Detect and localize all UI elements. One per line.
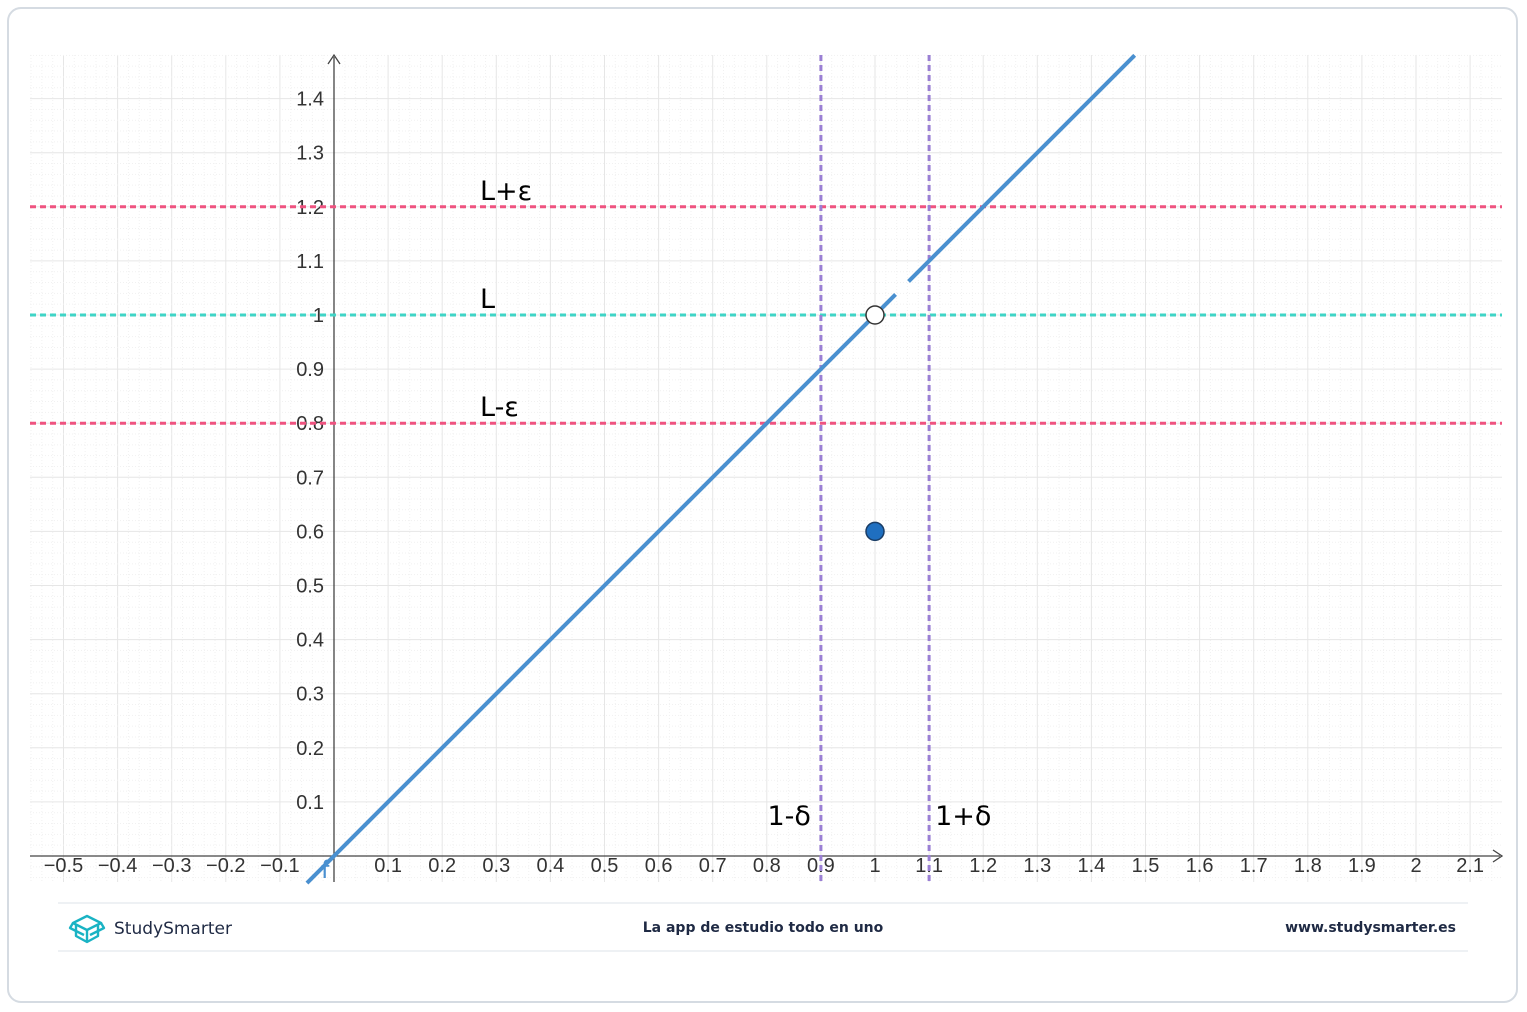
y-tick-label: 0.1 (296, 792, 324, 814)
x-tick-label: 1.5 (1132, 855, 1160, 877)
y-tick-label: 0.6 (296, 521, 324, 543)
x-tick-label: −0.2 (206, 855, 245, 877)
y-axis-arrow (327, 53, 341, 65)
chart-annotations (865, 305, 885, 542)
y-tick-label: 1.1 (296, 251, 324, 273)
x-tick-label: −0.4 (98, 855, 137, 877)
x-tick-label: 0.1 (374, 855, 402, 877)
vertical-line-label: 1-δ (767, 801, 810, 832)
function-line-segment (305, 293, 897, 885)
chart-horizontal-lines: L+ε L L-ε (30, 176, 1502, 425)
x-tick-label: 1.3 (1023, 855, 1051, 877)
x-tick-label: 0.8 (753, 855, 781, 877)
filled-point (865, 521, 885, 542)
x-tick-label: 0.5 (591, 855, 619, 877)
open-box-icon (68, 914, 106, 944)
x-tick-label: 0.3 (482, 855, 510, 877)
vertical-line-label: 1+δ (935, 801, 991, 832)
x-tick-label: 0.2 (428, 855, 456, 877)
x-tick-label: 0.4 (536, 855, 564, 877)
chart-vertical-lines: 1-δ 1+δ (767, 55, 991, 882)
horizontal-line-label: L+ε (480, 176, 532, 207)
chart-card (7, 7, 1518, 1003)
chart-function: f (305, 53, 1137, 885)
footer-tagline: La app de estudio todo en uno (642, 920, 884, 936)
x-tick-label: 1 (869, 855, 880, 877)
y-tick-label: 0.5 (296, 576, 324, 598)
x-tick-label: 0.7 (699, 855, 727, 877)
x-tick-label: 0.6 (645, 855, 673, 877)
chart-axes (30, 53, 1504, 882)
y-tick-label: 0.9 (296, 359, 324, 381)
footer-url[interactable]: www.studysmarter.es (1285, 920, 1456, 936)
y-tick-label: 1 (313, 305, 324, 327)
x-tick-label: 1.7 (1240, 855, 1268, 877)
y-tick-label: 0.2 (296, 738, 324, 760)
x-tick-label: −0.5 (44, 855, 83, 877)
y-tick-label: 1.3 (296, 143, 324, 165)
y-tick-label: 0.3 (296, 684, 324, 706)
x-tick-label: 2.1 (1456, 855, 1484, 877)
x-tick-label: 2 (1410, 855, 1421, 877)
horizontal-line-label: L-ε (480, 392, 519, 423)
x-tick-label: 1.9 (1348, 855, 1376, 877)
function-line-segment (907, 53, 1137, 283)
x-tick-label: 1.6 (1186, 855, 1214, 877)
x-axis-arrow (1492, 849, 1504, 863)
x-tick-label: −0.3 (152, 855, 191, 877)
horizontal-line-label: L (480, 284, 495, 315)
footer-bar: StudySmarter La app de estudio todo en u… (58, 902, 1468, 952)
function-label: f (321, 856, 330, 884)
brand[interactable]: StudySmarter (68, 912, 232, 946)
brand-name: StudySmarter (114, 919, 232, 939)
x-tick-label: 1.8 (1294, 855, 1322, 877)
x-tick-label: 1.4 (1077, 855, 1105, 877)
x-tick-label: 1.2 (969, 855, 997, 877)
x-tick-label: −0.1 (260, 855, 299, 877)
chart-grid (30, 54, 1502, 882)
y-tick-label: 1.4 (296, 89, 324, 111)
y-tick-label: 0.7 (296, 467, 324, 489)
hollow-point (865, 305, 885, 325)
y-tick-label: 0.4 (296, 630, 324, 652)
